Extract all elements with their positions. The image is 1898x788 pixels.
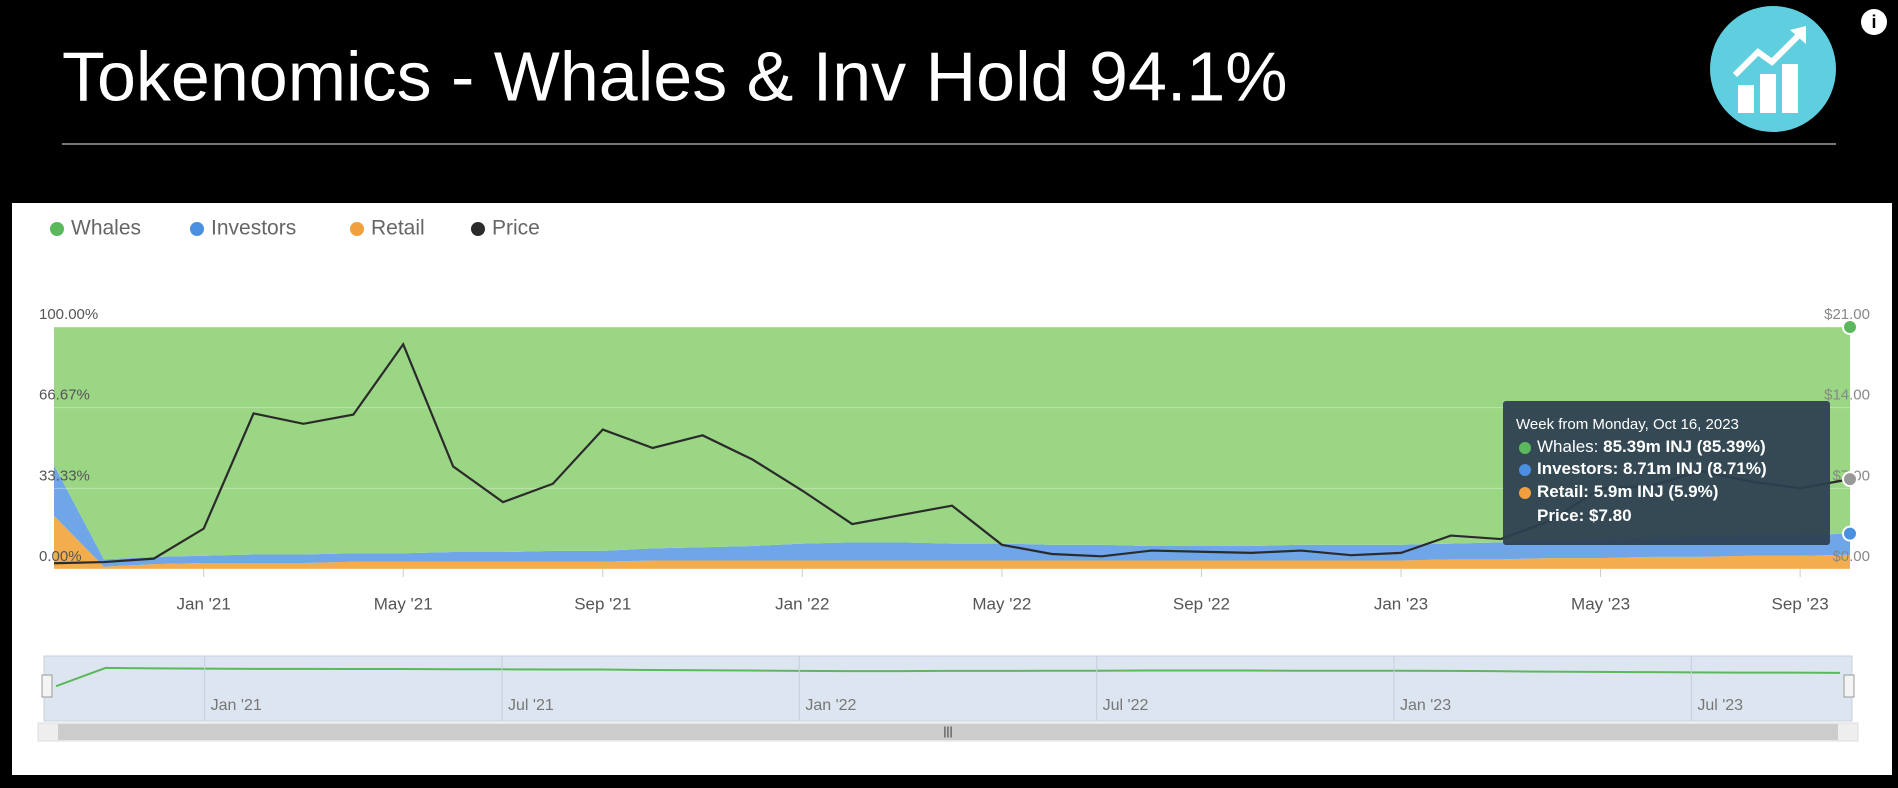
x-tick-label: Sep '21 bbox=[574, 594, 631, 613]
tooltip-label: Retail: bbox=[1537, 482, 1594, 501]
tooltip-label: Price: bbox=[1537, 506, 1589, 525]
tooltip-value: $7.80 bbox=[1589, 506, 1632, 525]
legend-label: Whales bbox=[71, 217, 141, 240]
navigator-handle[interactable] bbox=[41, 674, 53, 698]
end-marker bbox=[1842, 471, 1858, 488]
logo bbox=[1710, 6, 1836, 132]
navigator-line bbox=[55, 666, 1841, 688]
svg-text:i: i bbox=[1871, 12, 1876, 32]
tooltip-label: Whales: bbox=[1537, 437, 1603, 456]
y2-tick-label: $0.00 bbox=[1832, 548, 1870, 565]
y-tick-label: 0.00% bbox=[39, 548, 82, 565]
stacked-area bbox=[54, 515, 1850, 569]
stacked-area bbox=[54, 464, 1850, 567]
info-icon[interactable]: i bbox=[1861, 9, 1887, 35]
x-tick-label: Sep '22 bbox=[1173, 594, 1230, 613]
x-tick-label: Jan '22 bbox=[775, 594, 829, 613]
y-tick-label: 100.00% bbox=[39, 306, 98, 323]
end-marker bbox=[1842, 319, 1858, 335]
navigator-handle[interactable] bbox=[1843, 674, 1855, 698]
tooltip-line: Retail: 5.9m INJ (5.9%) bbox=[1537, 482, 1718, 501]
tooltip-title: Week from Monday, Oct 16, 2023 bbox=[1516, 416, 1739, 433]
legend-marker bbox=[350, 222, 364, 236]
legend-marker bbox=[50, 222, 64, 236]
scrollbar-thumb[interactable] bbox=[58, 724, 1838, 740]
x-tick-label: May '22 bbox=[972, 594, 1031, 613]
y2-tick-label: $21.00 bbox=[1824, 306, 1870, 323]
slide-title: Tokenomics - Whales & Inv Hold 94.1% bbox=[62, 37, 1288, 115]
y-tick-label: 66.67% bbox=[39, 387, 90, 404]
x-tick-label: May '23 bbox=[1571, 594, 1630, 613]
navigator-label: Jan '23 bbox=[1400, 697, 1451, 714]
tooltip-line: Price: $7.80 bbox=[1537, 506, 1632, 525]
tooltip bbox=[1503, 401, 1830, 545]
navigator-label: Jul '21 bbox=[508, 697, 554, 714]
end-marker bbox=[1842, 525, 1858, 542]
tooltip-value: 8.71m INJ (8.71%) bbox=[1623, 459, 1767, 478]
tooltip-line: Whales: 85.39m INJ (85.39%) bbox=[1537, 437, 1766, 456]
tooltip-bullet bbox=[1519, 464, 1531, 476]
navigator-label: Jan '21 bbox=[211, 697, 262, 714]
scroll-grip: ||| bbox=[943, 724, 952, 738]
tooltip-value: 5.9m INJ (5.9%) bbox=[1594, 482, 1719, 501]
x-tick-label: Jan '23 bbox=[1374, 594, 1428, 613]
legend-label: Investors bbox=[211, 217, 296, 240]
x-tick-label: Sep '23 bbox=[1772, 594, 1829, 613]
tooltip-bullet bbox=[1519, 442, 1531, 454]
navigator-label: Jan '22 bbox=[805, 697, 856, 714]
tooltip-line: Investors: 8.71m INJ (8.71%) bbox=[1537, 459, 1767, 478]
legend-marker bbox=[471, 222, 485, 236]
tooltip-bullet bbox=[1519, 487, 1531, 499]
navigator-bg bbox=[43, 655, 1853, 722]
navigator-label: Jul '22 bbox=[1103, 697, 1149, 714]
x-tick-label: May '21 bbox=[374, 594, 433, 613]
legend-marker bbox=[190, 222, 204, 236]
y-tick-label: 33.33% bbox=[39, 467, 90, 484]
x-tick-label: Jan '21 bbox=[177, 594, 231, 613]
tooltip-label: Investors: bbox=[1537, 459, 1623, 478]
legend-label: Price bbox=[492, 217, 540, 240]
tooltip-value: 85.39m INJ (85.39%) bbox=[1603, 437, 1766, 456]
y2-tick-label: $14.00 bbox=[1824, 387, 1870, 404]
legend-label: Retail bbox=[371, 217, 425, 240]
navigator-label: Jul '23 bbox=[1697, 697, 1743, 714]
